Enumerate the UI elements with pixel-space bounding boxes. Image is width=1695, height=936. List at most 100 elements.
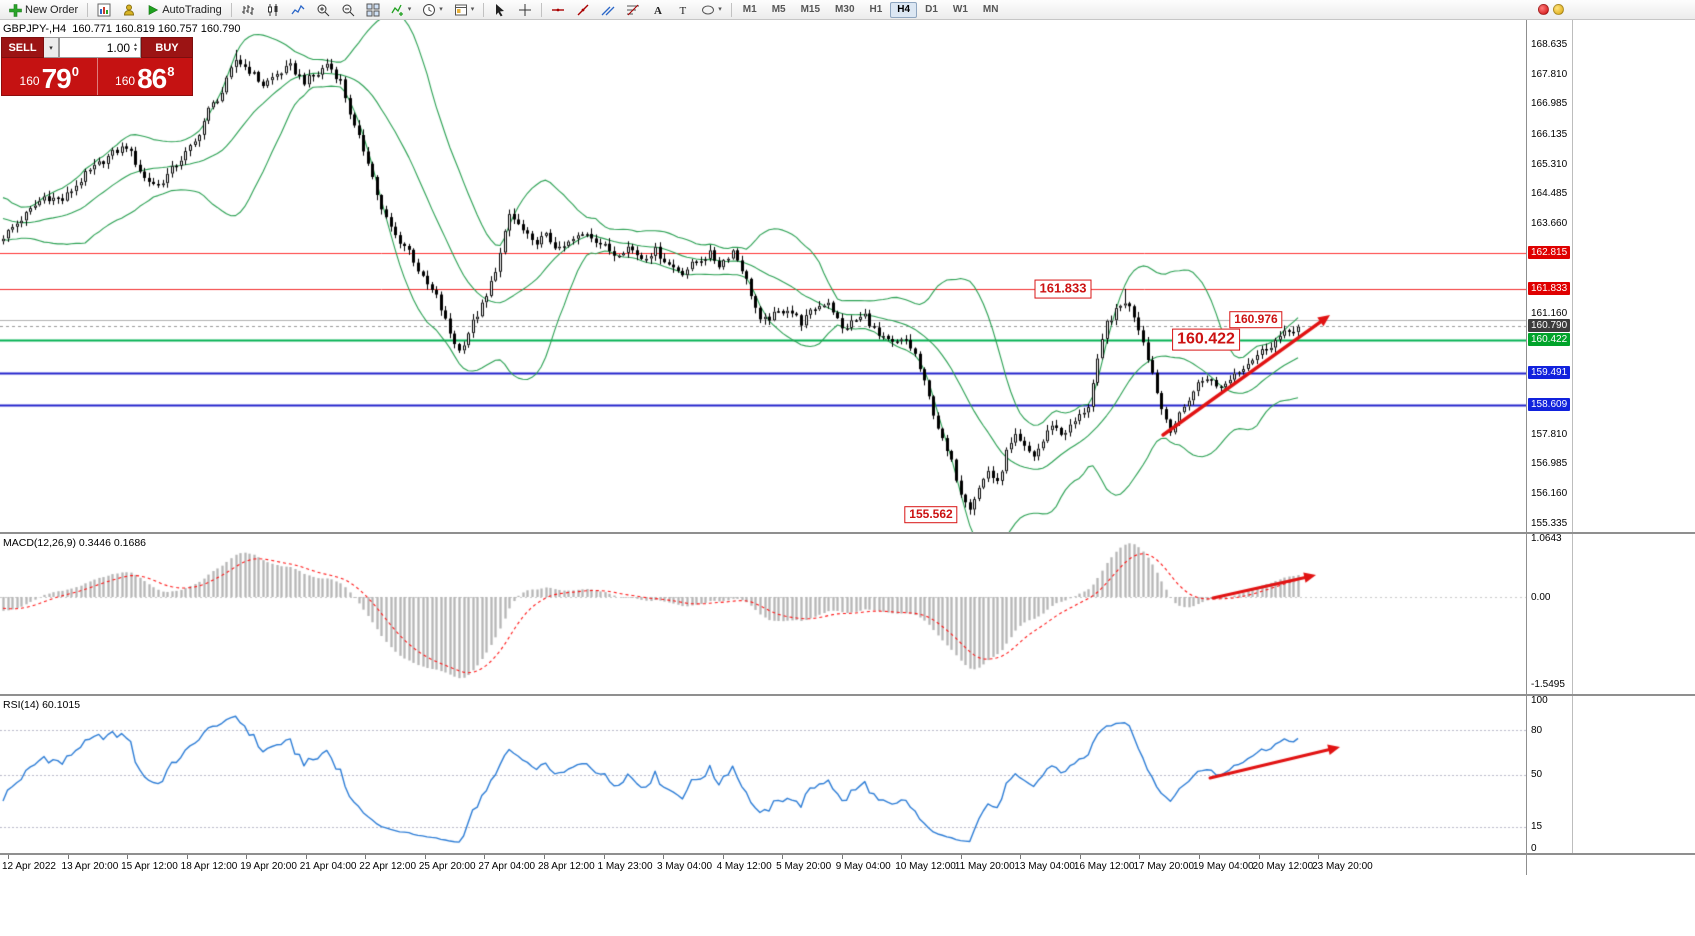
- price-scale-label: 165.310: [1531, 158, 1568, 170]
- price-scale-label: 166.985: [1531, 98, 1568, 110]
- timeframe-mn-button[interactable]: MN: [976, 2, 1006, 18]
- templates-button[interactable]: ▾: [449, 1, 480, 18]
- svg-text:A: A: [654, 5, 662, 17]
- buy-button[interactable]: BUY: [141, 37, 193, 58]
- candlestick-chart-button[interactable]: [261, 1, 285, 18]
- trendline-icon: [576, 3, 590, 17]
- time-axis[interactable]: 12 Apr 2022 13 Apr 20:00 15 Apr 12:00 18 Ap…: [0, 855, 1695, 875]
- horizontal-line-tool-button[interactable]: [546, 1, 570, 18]
- time-tick: [841, 855, 843, 859]
- timeframe-m30-button[interactable]: M30: [828, 2, 861, 18]
- autotrading-button[interactable]: AutoTrading: [142, 1, 227, 18]
- price-axis[interactable]: 168.635 167.810 166.985 166.135 165.310 164.4…: [1526, 20, 1572, 875]
- label-tool-button[interactable]: T: [671, 1, 695, 18]
- time-axis-label: 18 Apr 12:00: [180, 861, 238, 872]
- time-tick: [67, 855, 69, 859]
- pane-separator[interactable]: [0, 532, 1695, 534]
- time-axis-label: 22 Apr 12:00: [359, 861, 417, 872]
- time-tick: [1258, 855, 1260, 859]
- toolbar-separator: [483, 2, 485, 17]
- timeframe-m5-button[interactable]: M5: [765, 2, 793, 18]
- time-axis-label: 28 Apr 12:00: [537, 861, 595, 872]
- rsi-indicator-pane[interactable]: RSI(14) 60.1015: [0, 696, 1526, 853]
- price-scale-label: 164.485: [1531, 188, 1568, 200]
- price-scale-label: 168.635: [1531, 38, 1568, 50]
- caret-down-icon: ▾: [470, 5, 475, 13]
- alert-red-icon[interactable]: [1538, 4, 1549, 15]
- time-tick: [484, 855, 486, 859]
- volume-dropdown[interactable]: ▾: [44, 37, 59, 58]
- cursor-button[interactable]: [488, 1, 512, 18]
- sell-price[interactable]: 160 79 0: [2, 58, 98, 95]
- buy-price[interactable]: 160 86 8: [98, 58, 193, 95]
- macd-canvas[interactable]: [0, 534, 1526, 694]
- macd-scale-label: 0.00: [1531, 592, 1551, 603]
- new-order-label: New Order: [25, 3, 79, 16]
- price-scale-label: 155.335: [1531, 517, 1568, 529]
- sell-price-big: 79: [41, 63, 72, 94]
- candlestick-chart-canvas[interactable]: [0, 20, 1526, 532]
- zoom-out-button[interactable]: [336, 1, 360, 18]
- cursor-icon: [493, 3, 507, 17]
- timeframe-d1-button[interactable]: D1: [918, 2, 945, 18]
- zoom-in-icon: [316, 3, 330, 17]
- price-scale-label: 156.160: [1531, 488, 1568, 500]
- periods-button[interactable]: ▾: [417, 1, 448, 18]
- sell-price-prefix: 160: [19, 74, 40, 88]
- expert-advisors-button[interactable]: [117, 1, 141, 18]
- pane-separator[interactable]: [0, 694, 1695, 696]
- time-axis-label: 12 Apr 2022: [2, 861, 56, 872]
- channel-tool-button[interactable]: [596, 1, 620, 18]
- rsi-scale-label: 80: [1531, 725, 1543, 736]
- timeframe-m1-button[interactable]: M1: [736, 2, 764, 18]
- line-chart-button[interactable]: [286, 1, 310, 18]
- new-order-button[interactable]: New Order: [3, 1, 83, 18]
- time-axis-label: 4 May 12:00: [716, 861, 772, 872]
- spinner-up-icon[interactable]: ▲: [133, 41, 138, 48]
- price-tag: 161.833: [1528, 281, 1571, 295]
- sell-button[interactable]: SELL: [1, 37, 44, 58]
- timeframe-h1-button[interactable]: H1: [863, 2, 890, 18]
- time-tick: [722, 855, 724, 859]
- volume-spinner[interactable]: ▲ ▼: [133, 41, 138, 53]
- rsi-canvas[interactable]: [0, 696, 1526, 853]
- tile-windows-button[interactable]: [361, 1, 385, 18]
- buy-price-prefix: 160: [115, 74, 136, 88]
- shapes-tool-button[interactable]: ▾: [696, 1, 727, 18]
- channel-icon: [601, 3, 615, 17]
- caret-down-icon: ▾: [407, 5, 412, 13]
- toolbar: New Order AutoTrading ▾ ▾ ▾: [0, 0, 1695, 20]
- time-axis-label: 23 May 20:00: [1312, 861, 1373, 872]
- spinner-down-icon[interactable]: ▼: [133, 46, 138, 53]
- timeframe-m15-button[interactable]: M15: [794, 2, 827, 18]
- macd-label: MACD(12,26,9) 0.3446 0.1686: [3, 537, 147, 549]
- time-tick: [1199, 855, 1200, 859]
- window-right-margin: [1572, 20, 1695, 936]
- main-chart-pane[interactable]: GBPJPY-,H4 160.771 160.819 160.757 160.7…: [0, 20, 1526, 532]
- time-tick: [543, 855, 545, 859]
- trade-panel-controls: SELL ▾ 1.00 ▲ ▼ BUY: [1, 37, 193, 58]
- price-scale-label: 166.135: [1531, 128, 1568, 140]
- time-axis-label: 1 May 23:00: [597, 861, 653, 872]
- timeframe-h4-button[interactable]: H4: [890, 1, 918, 18]
- crosshair-button[interactable]: [513, 1, 537, 18]
- timeframe-w1-button[interactable]: W1: [946, 2, 975, 18]
- bottom-area: [0, 875, 1695, 936]
- volume-value[interactable]: 1.00: [106, 40, 131, 55]
- rsi-scale-label: 50: [1531, 769, 1543, 780]
- time-tick: [305, 855, 307, 859]
- charts-window-button[interactable]: [92, 1, 116, 18]
- price-scale-label: 156.985: [1531, 458, 1568, 470]
- time-axis-label: 5 May 20:00: [776, 861, 832, 872]
- zoom-in-button[interactable]: [311, 1, 335, 18]
- fibonacci-tool-button[interactable]: [621, 1, 645, 18]
- trendline-tool-button[interactable]: [571, 1, 595, 18]
- alert-yellow-icon[interactable]: [1553, 4, 1564, 15]
- volume-input[interactable]: 1.00 ▲ ▼: [59, 37, 141, 58]
- buy-price-sup: 8: [167, 64, 175, 79]
- autotrading-play-icon: [147, 4, 159, 16]
- text-tool-button[interactable]: A: [646, 1, 670, 18]
- indicators-button[interactable]: ▾: [386, 1, 417, 18]
- macd-indicator-pane[interactable]: MACD(12,26,9) 0.3446 0.1686: [0, 534, 1526, 694]
- bar-chart-button[interactable]: [236, 1, 260, 18]
